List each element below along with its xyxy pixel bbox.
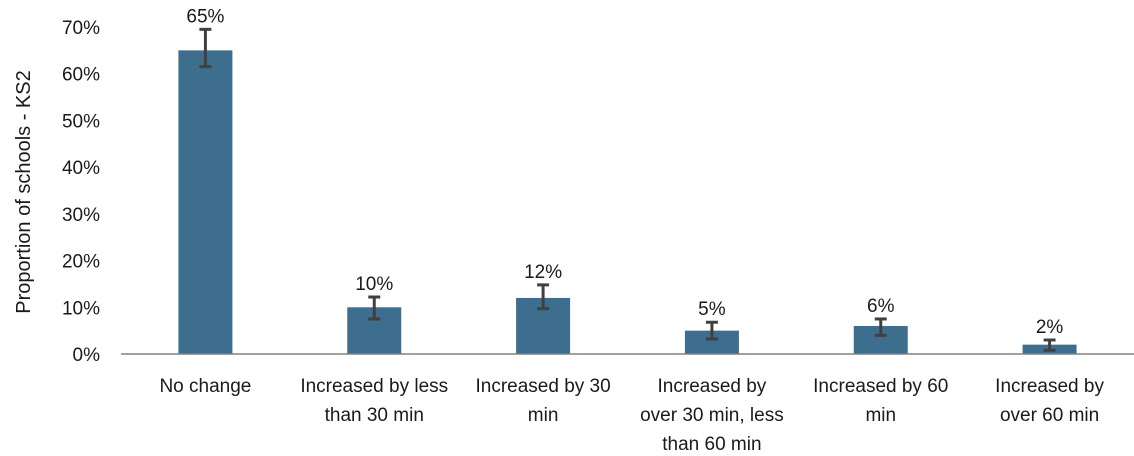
x-category-label: Increased by less than 30 min — [300, 376, 448, 426]
y-tick-label: 20% — [62, 252, 100, 273]
x-axis: No change Increased by less than 30 minInc… — [121, 353, 1134, 455]
y-tick-label: 70% — [62, 18, 100, 39]
y-tick-label: 60% — [62, 65, 100, 86]
x-category-label: Increased by 30 min — [475, 376, 610, 426]
bar — [178, 50, 233, 354]
y-tick-label: 30% — [62, 205, 100, 226]
x-category-label-line: Increased by less — [300, 376, 448, 397]
x-category-label-line: min — [528, 405, 559, 426]
data-label: 2% — [1036, 317, 1064, 338]
bar — [684, 330, 739, 354]
x-category-label-line: over 30 min, less — [640, 405, 784, 426]
x-category-label-line: over 60 min — [1000, 405, 1099, 426]
x-category-label: No change — [159, 376, 251, 397]
x-category-label: Increased by over 30 min, less than 60 min — [640, 376, 784, 455]
data-label: 12% — [524, 262, 562, 283]
error-bar — [705, 320, 718, 341]
x-category-label-line: than 60 min — [662, 434, 761, 455]
y-tick-label: 50% — [62, 111, 100, 132]
error-bars — [199, 27, 1056, 352]
error-bar — [874, 317, 887, 337]
error-bar — [368, 295, 381, 321]
y-tick-label: 0% — [73, 345, 101, 366]
data-label: 10% — [355, 274, 393, 295]
x-category-label-line: Increased by 30 — [475, 376, 610, 397]
x-category-label-line: No change — [159, 376, 251, 397]
error-bar — [1043, 338, 1056, 352]
error-bar — [199, 27, 212, 69]
data-label: 6% — [867, 296, 895, 317]
x-category-label-line: Increased by — [995, 376, 1104, 397]
bars — [178, 50, 1077, 354]
error-bar — [537, 283, 550, 311]
x-category-label-line: Increased by — [658, 376, 767, 397]
data-label: 65% — [186, 6, 224, 27]
x-category-label-line: than 30 min — [325, 405, 424, 426]
x-category-label-line: min — [865, 405, 896, 426]
x-category-label-line: Increased by 60 — [813, 376, 948, 397]
data-label: 5% — [698, 299, 726, 320]
x-category-label: Increased by 60 min — [813, 376, 948, 426]
y-axis-title: Proportion of schools - KS2 — [13, 70, 35, 313]
y-axis: 0% 10% 20% 30% 40% 50% 60% 70% — [62, 18, 100, 366]
y-tick-label: 10% — [62, 298, 100, 319]
y-tick-label: 40% — [62, 158, 100, 179]
x-category-label: Increased by over 60 min — [995, 376, 1104, 426]
data-labels: 65% 10% 12% 5% 6% 2% — [186, 6, 1063, 338]
